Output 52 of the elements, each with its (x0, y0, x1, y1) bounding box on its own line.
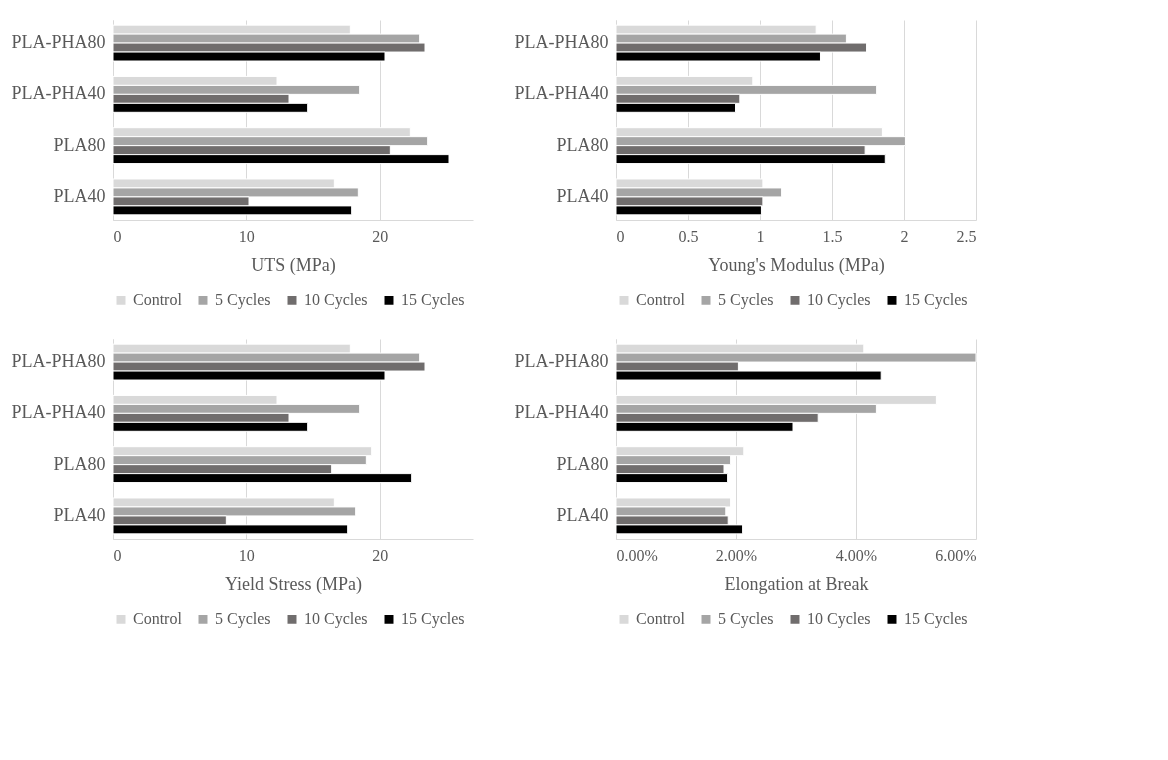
legend-label: Control (636, 291, 686, 309)
legend-label: 5 Cycles (718, 610, 774, 629)
y-tick-label: PLA80 (556, 453, 609, 474)
x-axis-title: Elongation at Break (724, 573, 869, 594)
x-axis-title: UTS (MPa) (251, 254, 336, 276)
x-tick-label: 10 (238, 227, 255, 245)
y-tick-label: PLA40 (556, 185, 609, 206)
legend-label: 5 Cycles (215, 291, 271, 310)
x-tick-label: 1.5 (822, 227, 843, 245)
y-tick-label: PLA80 (53, 453, 106, 474)
y-tick-label: PLA-PHA40 (11, 83, 106, 104)
y-tick-label: PLA40 (556, 504, 609, 525)
y-tick-label: PLA40 (53, 504, 106, 525)
y-tick-label: PLA-PHA40 (514, 83, 609, 104)
y-tick-label: PLA40 (53, 185, 106, 206)
x-tick-label: 0.00% (616, 546, 658, 564)
x-tick-label: 20 (372, 227, 389, 245)
x-tick-label: 0 (616, 227, 625, 245)
legend-label: 15 Cycles (401, 291, 465, 310)
x-tick-label: 1 (756, 227, 765, 245)
y-tick-label: PLA-PHA40 (514, 402, 609, 423)
legend-label: 15 Cycles (904, 610, 968, 629)
x-tick-label: 6.00% (935, 546, 977, 564)
y-tick-label: PLA80 (53, 134, 106, 155)
y-tick-label: PLA-PHA80 (11, 351, 106, 372)
legend-label: 10 Cycles (807, 610, 871, 629)
y-tick-label: PLA80 (556, 134, 609, 155)
legend-label: 10 Cycles (304, 610, 368, 629)
legend-label: Control (636, 610, 686, 628)
x-tick-label: 2.00% (715, 546, 758, 564)
x-axis-title: Yield Stress (MPa) (225, 573, 362, 595)
x-tick-label: 0.5 (678, 227, 699, 245)
x-tick-label: 20 (372, 546, 389, 564)
x-tick-label: 0 (113, 546, 122, 564)
x-tick-label: 0 (113, 227, 122, 245)
legend-label: 10 Cycles (304, 291, 368, 310)
legend-label: Control (133, 291, 183, 309)
x-tick-label: 10 (238, 546, 255, 564)
legend-label: 10 Cycles (807, 291, 871, 310)
legend-label: 15 Cycles (904, 291, 968, 310)
x-axis-title: Young's Modulus (MPa) (708, 254, 885, 276)
x-tick-label: 4.00% (835, 546, 878, 564)
x-tick-label: 2 (900, 227, 909, 245)
legend-label: 5 Cycles (718, 291, 774, 310)
y-tick-label: PLA-PHA80 (514, 351, 609, 372)
y-tick-label: PLA-PHA40 (11, 402, 106, 423)
legend-label: 15 Cycles (401, 610, 465, 629)
legend-label: 5 Cycles (215, 610, 271, 629)
x-tick-label: 2.5 (956, 227, 977, 245)
legend-label: Control (133, 610, 183, 628)
y-tick-label: PLA-PHA80 (11, 32, 106, 53)
y-tick-label: PLA-PHA80 (514, 32, 609, 53)
